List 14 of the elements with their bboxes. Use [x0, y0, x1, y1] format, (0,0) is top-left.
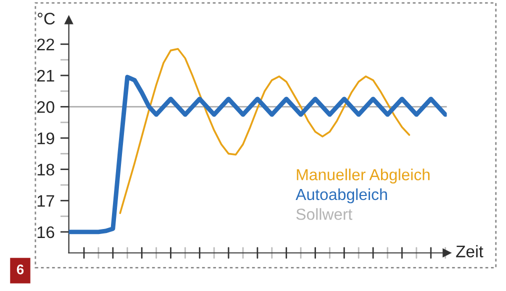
y-tick-label: 22 [37, 38, 54, 50]
ref-line-label: Sollwert [296, 208, 352, 220]
y-tick-label: 16 [38, 226, 54, 238]
y-tick-label: 18 [38, 164, 54, 176]
text: 6 [16, 264, 24, 274]
y-tick-label: 21 [37, 70, 54, 82]
x-axis-title: Zeit [456, 245, 484, 258]
text: Autoabgleich [296, 188, 387, 204]
y-tick-label: 19 [38, 132, 54, 144]
y-tick-label: 20 [37, 101, 54, 113]
text: Manueller Abgleich [296, 168, 430, 184]
y-tick-label: 17 [38, 195, 54, 207]
line-series [68, 74, 447, 234]
y-axis-title: °C [38, 12, 55, 25]
